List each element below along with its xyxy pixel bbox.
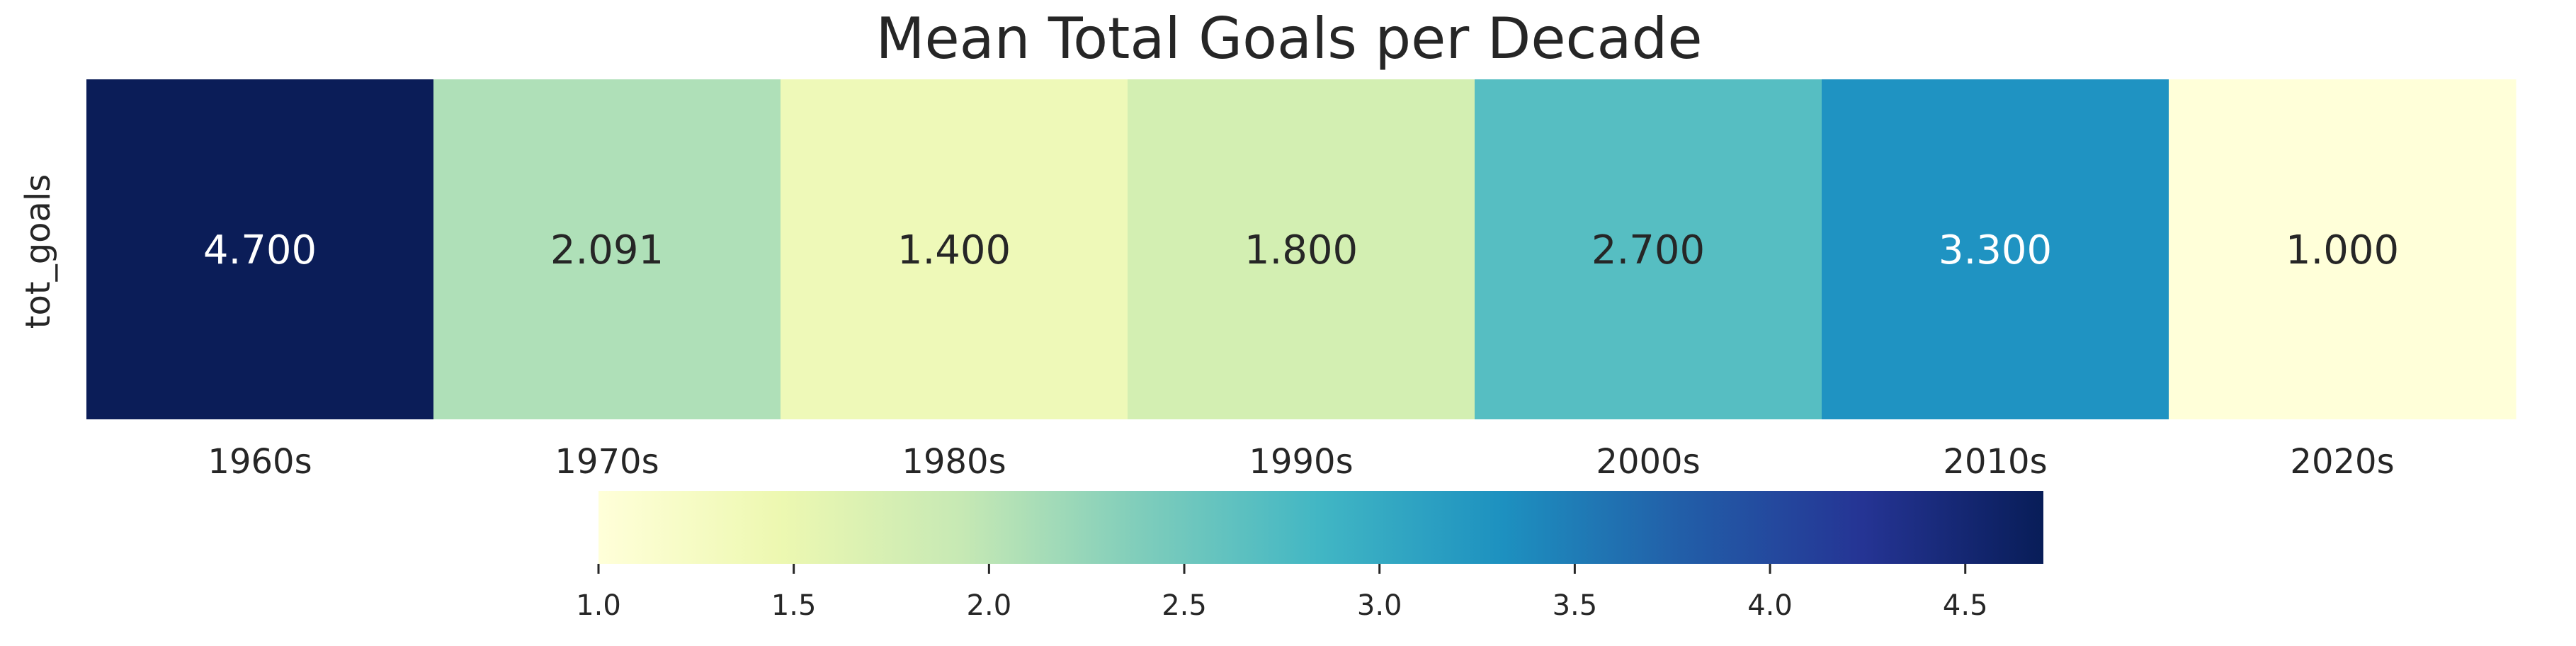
cell-value-label: 2.091 <box>550 227 664 273</box>
colorbar-tick-label: 3.0 <box>1357 589 1402 622</box>
x-tick-label: 1990s <box>1249 442 1353 482</box>
colorbar-tick-label: 2.0 <box>967 589 1012 622</box>
cell-value-label: 4.700 <box>203 227 317 273</box>
x-tick-label: 1960s <box>208 442 312 482</box>
heatmap-cell <box>433 79 781 419</box>
x-tick-label: 2010s <box>1943 442 2047 482</box>
cell-value-label: 2.700 <box>1591 227 1705 273</box>
colorbar-tick-label: 3.5 <box>1553 589 1598 622</box>
x-tick-label: 1970s <box>555 442 659 482</box>
row-label: tot_goals <box>18 174 58 329</box>
cell-value-label: 3.300 <box>1939 227 2052 273</box>
heatmap-cell <box>2169 79 2517 419</box>
x-tick-labels: 1960s 1970s 1980s 1990s 2000s 2010s 2020s <box>208 442 2394 482</box>
heatmap-cell <box>1128 79 1475 419</box>
colorbar-tick-label: 4.5 <box>1943 589 1988 622</box>
x-tick-label: 2000s <box>1596 442 1700 482</box>
colorbar-tick-label: 4.0 <box>1747 589 1793 622</box>
colorbar <box>598 491 2043 564</box>
heatmap-cells: 4.700 2.091 1.400 1.800 2.700 3.300 1.000 <box>86 79 2517 419</box>
colorbar-tick-label: 1.5 <box>771 589 817 622</box>
colorbar-tick-label: 2.5 <box>1162 589 1207 622</box>
heatmap-cell <box>86 79 434 419</box>
colorbar-ticks: 1.0 1.5 2.0 2.5 3.0 3.5 4.0 4.5 <box>576 564 1988 622</box>
x-tick-label: 2020s <box>2290 442 2394 482</box>
colorbar-tick-label: 1.0 <box>576 589 621 622</box>
heatmap-cell <box>781 79 1128 419</box>
cell-value-label: 1.800 <box>1244 227 1358 273</box>
cell-value-label: 1.000 <box>2286 227 2399 273</box>
x-tick-label: 1980s <box>902 442 1006 482</box>
heatmap-cell <box>1475 79 1822 419</box>
heatmap-cell <box>1822 79 2169 419</box>
chart-title: Mean Total Goals per Decade <box>875 6 1702 72</box>
cell-value-label: 1.400 <box>897 227 1011 273</box>
